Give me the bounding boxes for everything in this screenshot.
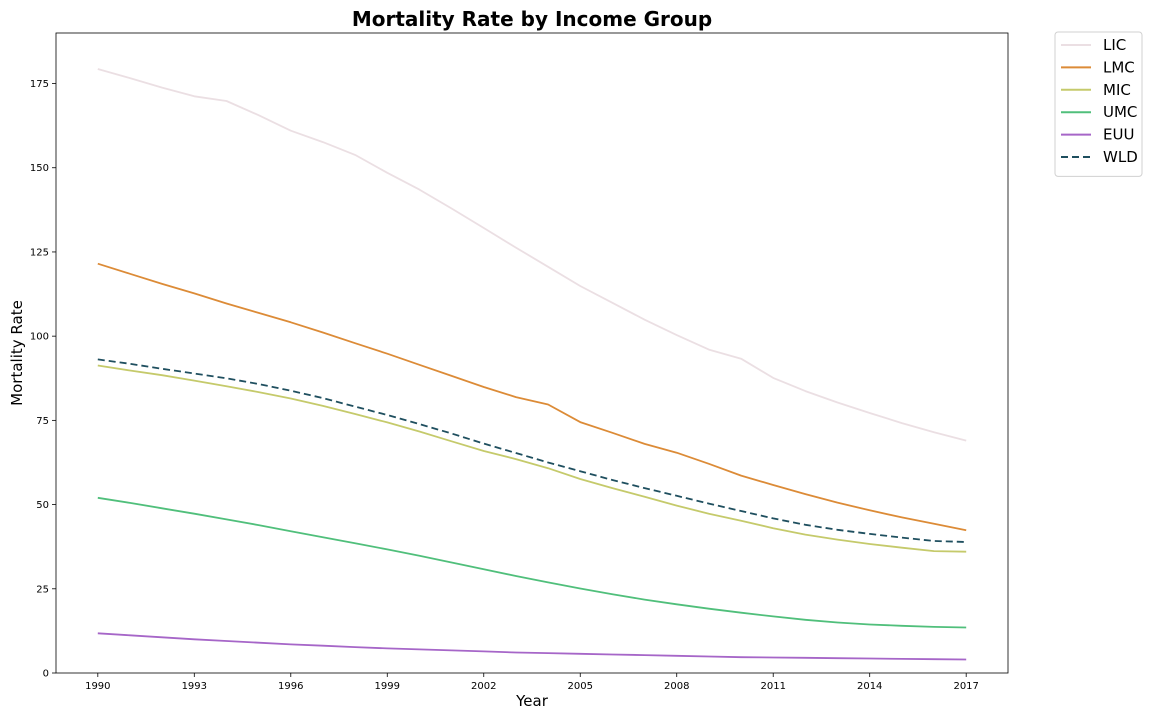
legend-label: LMC <box>1103 58 1135 76</box>
series-line-euu <box>97 632 967 661</box>
y-tick-label: 25 <box>36 584 49 595</box>
x-tick-label: 2017 <box>953 681 978 692</box>
x-tick-label: 1999 <box>375 681 400 692</box>
y-tick-label: 50 <box>36 500 49 511</box>
legend-label: LIC <box>1103 36 1126 54</box>
x-tick-label: 2008 <box>664 681 689 692</box>
series-line-wld <box>97 358 967 543</box>
x-axis-label: Year <box>515 692 549 710</box>
legend-label: WLD <box>1103 148 1138 166</box>
x-tick-label: 2011 <box>760 681 785 692</box>
legend-label: MIC <box>1103 81 1131 99</box>
x-tick-label: 2014 <box>857 681 882 692</box>
series-line-lmc <box>97 262 967 532</box>
y-tick-label: 0 <box>43 669 49 680</box>
series-line-umc <box>97 496 967 629</box>
y-axis: 0 25 50 75 100 125 150 175 <box>30 79 56 680</box>
series-line-lic <box>97 68 967 442</box>
legend: LIC LMC MIC UMC EUU WLD <box>1054 31 1143 177</box>
x-tick-label: 2002 <box>471 681 496 692</box>
y-tick-label: 100 <box>30 332 49 343</box>
legend-label: UMC <box>1103 103 1137 121</box>
y-tick-label: 175 <box>30 79 49 90</box>
legend-label: EUU <box>1103 126 1134 144</box>
y-tick-label: 125 <box>30 247 49 258</box>
x-tick-label: 1996 <box>278 681 303 692</box>
plot-frame <box>55 32 1009 674</box>
x-tick-label: 2005 <box>568 681 593 692</box>
series-line-mic <box>97 364 967 553</box>
series-lines <box>97 68 967 661</box>
x-axis: 1990 1993 1996 1999 2002 2005 2008 2011 2014 2017 <box>85 673 979 692</box>
y-tick-label: 150 <box>30 163 49 174</box>
y-tick-label: 75 <box>36 416 49 427</box>
x-tick-label: 1993 <box>182 681 207 692</box>
x-tick-label: 1990 <box>85 681 110 692</box>
chart-title: Mortality Rate by Income Group <box>352 7 712 31</box>
y-axis-label: Mortality Rate <box>8 300 26 406</box>
